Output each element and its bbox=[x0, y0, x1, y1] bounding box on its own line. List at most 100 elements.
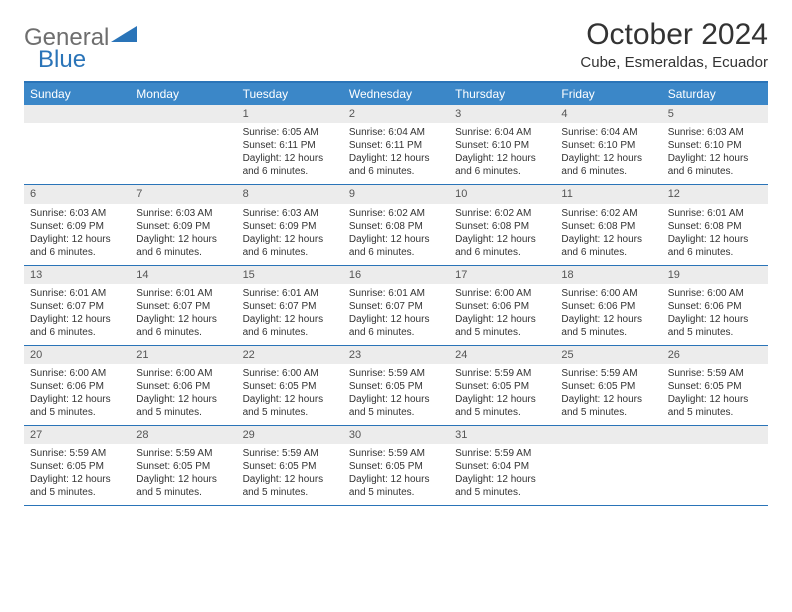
day-number: 21 bbox=[130, 346, 236, 364]
day-number: 20 bbox=[24, 346, 130, 364]
daylight-text: Daylight: 12 hours and 6 minutes. bbox=[349, 233, 443, 259]
sunrise-text: Sunrise: 5:59 AM bbox=[349, 367, 443, 380]
day-cell: 18Sunrise: 6:00 AMSunset: 6:06 PMDayligh… bbox=[555, 266, 661, 345]
day-number: 11 bbox=[555, 185, 661, 203]
day-number: 25 bbox=[555, 346, 661, 364]
day-number: 22 bbox=[237, 346, 343, 364]
sunset-text: Sunset: 6:04 PM bbox=[455, 460, 549, 473]
sunrise-text: Sunrise: 6:00 AM bbox=[455, 287, 549, 300]
day-cell bbox=[662, 426, 768, 505]
day-number: 28 bbox=[130, 426, 236, 444]
day-body: Sunrise: 6:04 AMSunset: 6:10 PMDaylight:… bbox=[555, 123, 661, 184]
daylight-text: Daylight: 12 hours and 6 minutes. bbox=[243, 233, 337, 259]
daylight-text: Daylight: 12 hours and 5 minutes. bbox=[136, 393, 230, 419]
day-cell: 2Sunrise: 6:04 AMSunset: 6:11 PMDaylight… bbox=[343, 105, 449, 184]
sunrise-text: Sunrise: 6:01 AM bbox=[668, 207, 762, 220]
daylight-text: Daylight: 12 hours and 5 minutes. bbox=[668, 313, 762, 339]
sunrise-text: Sunrise: 6:02 AM bbox=[455, 207, 549, 220]
sunset-text: Sunset: 6:08 PM bbox=[561, 220, 655, 233]
sunrise-text: Sunrise: 6:03 AM bbox=[30, 207, 124, 220]
dayname-friday: Friday bbox=[555, 83, 661, 105]
day-body bbox=[555, 444, 661, 500]
sunset-text: Sunset: 6:07 PM bbox=[243, 300, 337, 313]
day-number bbox=[130, 105, 236, 123]
daylight-text: Daylight: 12 hours and 6 minutes. bbox=[30, 233, 124, 259]
daylight-text: Daylight: 12 hours and 5 minutes. bbox=[455, 393, 549, 419]
sunrise-text: Sunrise: 5:59 AM bbox=[668, 367, 762, 380]
daylight-text: Daylight: 12 hours and 6 minutes. bbox=[668, 152, 762, 178]
day-body: Sunrise: 6:00 AMSunset: 6:06 PMDaylight:… bbox=[449, 284, 555, 345]
daylight-text: Daylight: 12 hours and 5 minutes. bbox=[243, 393, 337, 419]
sunset-text: Sunset: 6:10 PM bbox=[561, 139, 655, 152]
week-row: 1Sunrise: 6:05 AMSunset: 6:11 PMDaylight… bbox=[24, 105, 768, 185]
day-body: Sunrise: 5:59 AMSunset: 6:05 PMDaylight:… bbox=[343, 364, 449, 425]
daylight-text: Daylight: 12 hours and 5 minutes. bbox=[30, 393, 124, 419]
sunset-text: Sunset: 6:06 PM bbox=[668, 300, 762, 313]
day-body: Sunrise: 5:59 AMSunset: 6:05 PMDaylight:… bbox=[662, 364, 768, 425]
day-body: Sunrise: 6:01 AMSunset: 6:08 PMDaylight:… bbox=[662, 204, 768, 265]
day-number: 17 bbox=[449, 266, 555, 284]
daylight-text: Daylight: 12 hours and 5 minutes. bbox=[561, 313, 655, 339]
day-body bbox=[662, 444, 768, 500]
daylight-text: Daylight: 12 hours and 5 minutes. bbox=[30, 473, 124, 499]
day-number: 29 bbox=[237, 426, 343, 444]
day-number: 23 bbox=[343, 346, 449, 364]
day-cell bbox=[24, 105, 130, 184]
day-cell: 17Sunrise: 6:00 AMSunset: 6:06 PMDayligh… bbox=[449, 266, 555, 345]
daylight-text: Daylight: 12 hours and 6 minutes. bbox=[668, 233, 762, 259]
sunrise-text: Sunrise: 5:59 AM bbox=[455, 367, 549, 380]
sunset-text: Sunset: 6:09 PM bbox=[30, 220, 124, 233]
day-number bbox=[555, 426, 661, 444]
sunset-text: Sunset: 6:05 PM bbox=[561, 380, 655, 393]
daylight-text: Daylight: 12 hours and 6 minutes. bbox=[243, 313, 337, 339]
day-cell: 30Sunrise: 5:59 AMSunset: 6:05 PMDayligh… bbox=[343, 426, 449, 505]
sunset-text: Sunset: 6:06 PM bbox=[561, 300, 655, 313]
day-cell: 16Sunrise: 6:01 AMSunset: 6:07 PMDayligh… bbox=[343, 266, 449, 345]
day-cell: 13Sunrise: 6:01 AMSunset: 6:07 PMDayligh… bbox=[24, 266, 130, 345]
weeks-container: 1Sunrise: 6:05 AMSunset: 6:11 PMDaylight… bbox=[24, 105, 768, 506]
sunrise-text: Sunrise: 6:00 AM bbox=[136, 367, 230, 380]
day-cell: 27Sunrise: 5:59 AMSunset: 6:05 PMDayligh… bbox=[24, 426, 130, 505]
day-body: Sunrise: 5:59 AMSunset: 6:05 PMDaylight:… bbox=[343, 444, 449, 505]
dayname-sunday: Sunday bbox=[24, 83, 130, 105]
day-body: Sunrise: 6:02 AMSunset: 6:08 PMDaylight:… bbox=[343, 204, 449, 265]
day-body: Sunrise: 6:01 AMSunset: 6:07 PMDaylight:… bbox=[24, 284, 130, 345]
daylight-text: Daylight: 12 hours and 6 minutes. bbox=[30, 313, 124, 339]
dayname-wednesday: Wednesday bbox=[343, 83, 449, 105]
sunrise-text: Sunrise: 6:01 AM bbox=[136, 287, 230, 300]
daylight-text: Daylight: 12 hours and 6 minutes. bbox=[349, 152, 443, 178]
day-number: 18 bbox=[555, 266, 661, 284]
sunrise-text: Sunrise: 5:59 AM bbox=[136, 447, 230, 460]
day-number: 13 bbox=[24, 266, 130, 284]
day-cell: 24Sunrise: 5:59 AMSunset: 6:05 PMDayligh… bbox=[449, 346, 555, 425]
day-body: Sunrise: 6:03 AMSunset: 6:09 PMDaylight:… bbox=[24, 204, 130, 265]
day-cell: 5Sunrise: 6:03 AMSunset: 6:10 PMDaylight… bbox=[662, 105, 768, 184]
day-cell: 14Sunrise: 6:01 AMSunset: 6:07 PMDayligh… bbox=[130, 266, 236, 345]
day-cell bbox=[130, 105, 236, 184]
day-body: Sunrise: 6:03 AMSunset: 6:09 PMDaylight:… bbox=[130, 204, 236, 265]
day-cell: 25Sunrise: 5:59 AMSunset: 6:05 PMDayligh… bbox=[555, 346, 661, 425]
day-cell: 15Sunrise: 6:01 AMSunset: 6:07 PMDayligh… bbox=[237, 266, 343, 345]
sunset-text: Sunset: 6:11 PM bbox=[349, 139, 443, 152]
day-cell: 12Sunrise: 6:01 AMSunset: 6:08 PMDayligh… bbox=[662, 185, 768, 264]
daylight-text: Daylight: 12 hours and 6 minutes. bbox=[349, 313, 443, 339]
day-cell: 7Sunrise: 6:03 AMSunset: 6:09 PMDaylight… bbox=[130, 185, 236, 264]
daylight-text: Daylight: 12 hours and 6 minutes. bbox=[136, 313, 230, 339]
daylight-text: Daylight: 12 hours and 5 minutes. bbox=[243, 473, 337, 499]
sunrise-text: Sunrise: 5:59 AM bbox=[243, 447, 337, 460]
week-row: 20Sunrise: 6:00 AMSunset: 6:06 PMDayligh… bbox=[24, 346, 768, 426]
dayname-tuesday: Tuesday bbox=[237, 83, 343, 105]
day-number: 27 bbox=[24, 426, 130, 444]
day-number: 19 bbox=[662, 266, 768, 284]
sunrise-text: Sunrise: 6:00 AM bbox=[668, 287, 762, 300]
location: Cube, Esmeraldas, Ecuador bbox=[580, 54, 768, 71]
sunset-text: Sunset: 6:05 PM bbox=[349, 460, 443, 473]
day-body: Sunrise: 6:02 AMSunset: 6:08 PMDaylight:… bbox=[555, 204, 661, 265]
sunset-text: Sunset: 6:11 PM bbox=[243, 139, 337, 152]
dayname-saturday: Saturday bbox=[662, 83, 768, 105]
daylight-text: Daylight: 12 hours and 5 minutes. bbox=[561, 393, 655, 419]
daylight-text: Daylight: 12 hours and 6 minutes. bbox=[136, 233, 230, 259]
day-body: Sunrise: 6:04 AMSunset: 6:11 PMDaylight:… bbox=[343, 123, 449, 184]
daylight-text: Daylight: 12 hours and 5 minutes. bbox=[668, 393, 762, 419]
day-cell: 8Sunrise: 6:03 AMSunset: 6:09 PMDaylight… bbox=[237, 185, 343, 264]
